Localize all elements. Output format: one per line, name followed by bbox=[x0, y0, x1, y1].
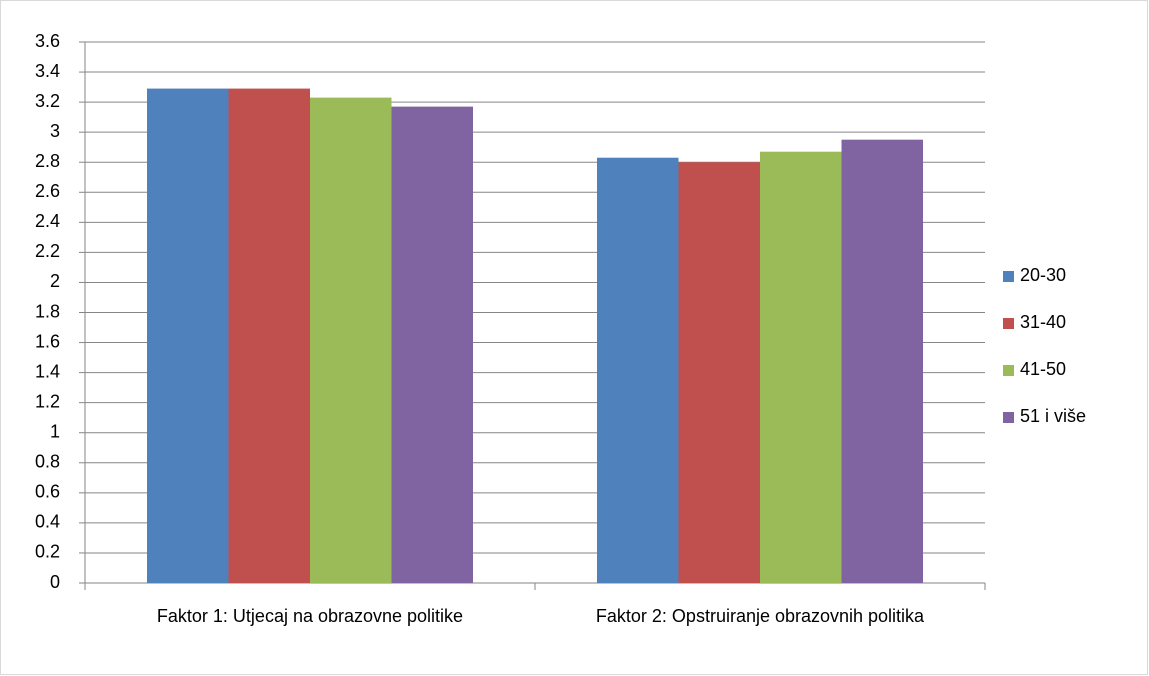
y-tick-label: 3.6 bbox=[35, 31, 60, 51]
y-tick-label: 1.6 bbox=[35, 331, 60, 351]
y-tick-label: 0.8 bbox=[35, 452, 60, 472]
legend-label: 51 i više bbox=[1020, 406, 1086, 426]
bar bbox=[228, 88, 310, 583]
y-tick-label: 3.4 bbox=[35, 61, 60, 81]
bar bbox=[760, 151, 842, 584]
y-tick-label: 0 bbox=[50, 572, 60, 592]
y-tick-label: 3.2 bbox=[35, 91, 60, 111]
y-tick-label: 0.4 bbox=[35, 512, 60, 532]
y-tick-label: 2 bbox=[50, 271, 60, 291]
y-tick-label: 1.4 bbox=[35, 361, 60, 381]
bar bbox=[597, 157, 679, 584]
y-tick-label: 1.2 bbox=[35, 391, 60, 411]
bar bbox=[391, 106, 473, 583]
bar bbox=[678, 162, 760, 583]
y-tick-label: 2.6 bbox=[35, 181, 60, 201]
legend-label: 41-50 bbox=[1020, 359, 1066, 379]
legend-swatch bbox=[1003, 271, 1014, 282]
y-tick-label: 3 bbox=[50, 121, 60, 141]
x-tick-label: Faktor 1: Utjecaj na obrazovne politike bbox=[156, 606, 464, 626]
y-tick-label: 0.2 bbox=[35, 542, 60, 562]
bar bbox=[841, 139, 923, 584]
y-tick-label: 1.8 bbox=[35, 301, 60, 321]
x-tick-label: Faktor 2: Opstruiranje obrazovnih politi… bbox=[595, 606, 925, 626]
legend-swatch bbox=[1003, 318, 1014, 329]
bar bbox=[147, 88, 229, 583]
y-tick-label: 0.6 bbox=[35, 482, 60, 502]
legend-swatch bbox=[1003, 412, 1014, 423]
y-tick-label: 1 bbox=[50, 421, 60, 441]
y-tick-label: 2.8 bbox=[35, 151, 60, 171]
legend-swatch bbox=[1003, 365, 1014, 376]
y-tick-label: 2.2 bbox=[35, 241, 60, 261]
bar bbox=[310, 97, 392, 583]
legend-label: 31-40 bbox=[1020, 312, 1066, 332]
legend-label: 20-30 bbox=[1020, 265, 1066, 285]
y-tick-label: 2.4 bbox=[35, 211, 60, 231]
